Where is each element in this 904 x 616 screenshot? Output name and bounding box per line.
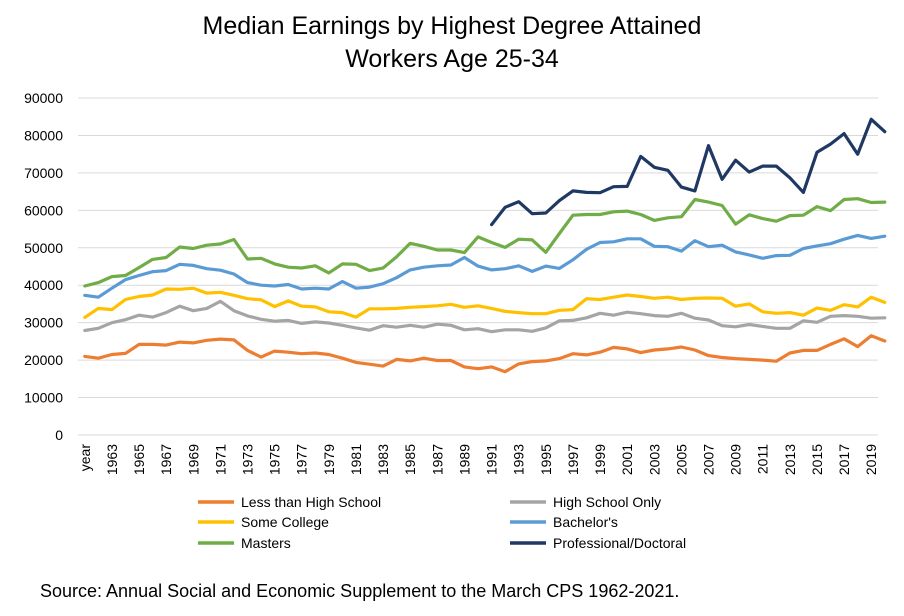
x-tick-label: 2017 xyxy=(836,444,852,475)
x-tick-label: 1963 xyxy=(104,444,120,475)
legend-label-some-college: Some College xyxy=(241,514,329,530)
y-tick-label: 70000 xyxy=(24,165,63,181)
x-tick-label: 1981 xyxy=(348,444,364,475)
y-axis-ticks: 0 10000 20000 30000 40000 50000 60000 70000 8000… xyxy=(24,90,63,443)
x-tick-label: 2009 xyxy=(728,444,744,475)
x-tick-label: 2003 xyxy=(646,444,662,475)
x-tick-label: 2007 xyxy=(701,444,717,475)
x-tick-label: 2015 xyxy=(809,444,825,475)
y-tick-label: 40000 xyxy=(24,277,63,293)
series-line-professional-doctoral xyxy=(490,117,887,227)
legend-label-less-than-high-school: Less than High School xyxy=(241,494,381,510)
x-axis-ticks: year 1963 1965 1967 1969 1971 1973 1975 1977 1979… xyxy=(77,444,879,475)
gridlines xyxy=(78,97,878,436)
x-tick-label: 2013 xyxy=(782,444,798,475)
legend-label-high-school-only: High School Only xyxy=(553,494,661,510)
y-tick-label: 0 xyxy=(55,427,63,443)
x-tick-label: 1965 xyxy=(131,444,147,475)
x-tick-label: 2005 xyxy=(673,444,689,475)
x-tick-label: 1969 xyxy=(185,444,201,475)
x-tick-label: 1971 xyxy=(212,444,228,475)
x-tick-label: 1987 xyxy=(429,444,445,475)
x-tick-label: 1983 xyxy=(375,444,391,475)
source-note: Source: Annual Social and Economic Suppl… xyxy=(40,581,679,601)
legend-label-bachelor-s: Bachelor's xyxy=(553,514,618,530)
x-tick-label: 1993 xyxy=(511,444,527,475)
y-tick-label: 10000 xyxy=(24,390,63,406)
y-tick-label: 20000 xyxy=(24,352,63,368)
series-line-high-school-only xyxy=(83,299,887,334)
series-line-masters xyxy=(83,197,887,288)
x-tick-label: 2019 xyxy=(863,444,879,475)
legend-label-professional-doctoral: Professional/Doctoral xyxy=(553,535,686,551)
x-tick-label: 1995 xyxy=(538,444,554,475)
x-tick-label: 2001 xyxy=(619,444,635,475)
series-line-bachelor-s xyxy=(83,233,887,299)
x-tick-label: 1999 xyxy=(592,444,608,475)
y-tick-label: 30000 xyxy=(24,315,63,331)
legend: Less than High School High School Only Som… xyxy=(198,494,686,551)
x-tick-label: 1991 xyxy=(484,444,500,475)
x-tick-label: year xyxy=(77,444,93,472)
y-tick-label: 50000 xyxy=(24,240,63,256)
series-line-less-than-high-school xyxy=(83,334,887,374)
x-tick-label: 1979 xyxy=(321,444,337,475)
chart-title: Median Earnings by Highest Degree Attain… xyxy=(203,12,702,40)
series-lines xyxy=(83,117,887,374)
legend-label-masters: Masters xyxy=(241,535,291,551)
x-tick-label: 1973 xyxy=(239,444,255,475)
x-tick-label: 1997 xyxy=(565,444,581,475)
x-tick-label: 1989 xyxy=(456,444,472,475)
x-tick-label: 2011 xyxy=(755,444,771,474)
x-tick-label: 1967 xyxy=(158,444,174,475)
x-tick-label: 1977 xyxy=(294,444,310,475)
x-tick-label: 1975 xyxy=(267,444,283,475)
series-line-some-college xyxy=(83,286,887,319)
x-tick-label: 1985 xyxy=(402,444,418,475)
y-tick-label: 60000 xyxy=(24,202,63,218)
y-tick-label: 80000 xyxy=(24,127,63,143)
y-tick-label: 90000 xyxy=(24,90,63,106)
chart-subtitle: Workers Age 25-34 xyxy=(345,45,559,73)
